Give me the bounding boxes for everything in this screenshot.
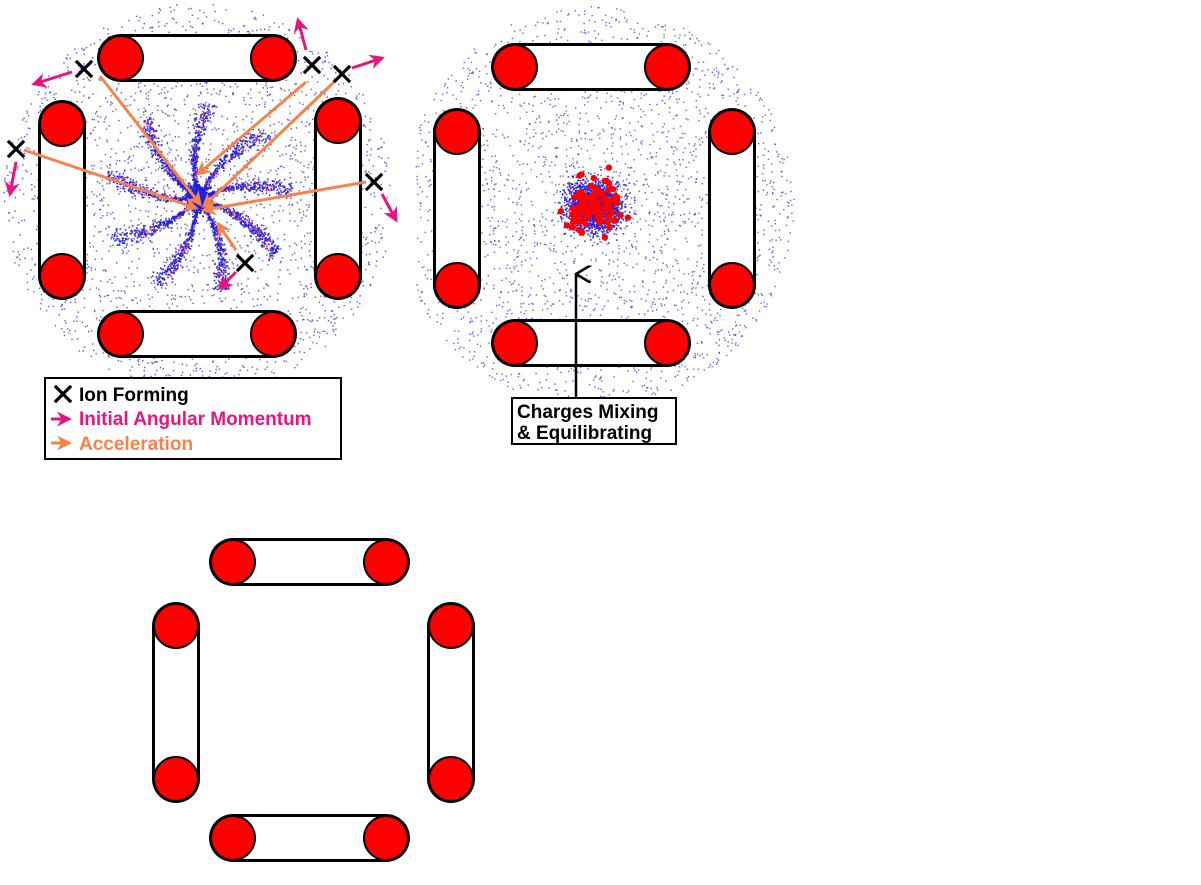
ion-dot bbox=[578, 171, 584, 177]
electrode-disc bbox=[710, 263, 754, 307]
electrode-disc bbox=[40, 254, 84, 298]
electrode-disc bbox=[710, 110, 754, 154]
ion-dot bbox=[579, 229, 585, 235]
electrode-disc bbox=[251, 312, 295, 356]
angular-momentum-arrow bbox=[10, 162, 16, 194]
ion-dot bbox=[593, 190, 599, 196]
ion-dot bbox=[601, 204, 607, 210]
electrode-left bbox=[435, 110, 479, 307]
electrode-disc bbox=[211, 816, 255, 860]
ion-dot bbox=[602, 178, 608, 184]
ion-dot bbox=[606, 164, 612, 170]
ion-dot bbox=[605, 187, 611, 193]
angular-momentum-arrow bbox=[34, 72, 72, 84]
legend-label: Acceleration bbox=[79, 434, 193, 455]
electrode-left bbox=[154, 604, 198, 801]
electrode-disc bbox=[429, 757, 473, 801]
ion-dot bbox=[585, 207, 591, 213]
electrode-disc bbox=[316, 254, 360, 298]
angular-momentum-arrow bbox=[382, 194, 396, 220]
x-mark-icon bbox=[238, 256, 252, 270]
legend-label: Initial Angular Momentum bbox=[79, 409, 312, 430]
ion-dot bbox=[606, 214, 612, 220]
ion-dot bbox=[617, 212, 623, 218]
ion-dot bbox=[602, 234, 608, 240]
ion-dot bbox=[558, 208, 564, 214]
callout-line-1: Charges Mixing bbox=[517, 402, 658, 423]
ion-dot bbox=[564, 222, 570, 228]
electrode-disc bbox=[435, 263, 479, 307]
electrode-right bbox=[710, 110, 754, 307]
ion-dot bbox=[602, 195, 608, 201]
legend-item-initial-angular-momentum: Initial Angular Momentum bbox=[51, 409, 312, 430]
ion-dot bbox=[571, 194, 577, 200]
electrode-disc bbox=[316, 99, 360, 143]
electrode-right bbox=[429, 604, 473, 801]
electrode-bottom bbox=[99, 312, 295, 356]
electrode-disc bbox=[99, 312, 143, 356]
electrode-disc bbox=[435, 110, 479, 154]
ion-dot bbox=[576, 202, 582, 208]
ion-dot bbox=[614, 200, 620, 206]
electrode-disc bbox=[99, 36, 143, 80]
electrode-left bbox=[40, 102, 84, 298]
ion-dot bbox=[625, 214, 631, 220]
electrode-top bbox=[211, 540, 408, 584]
electrode-right bbox=[316, 99, 360, 298]
ion-dot bbox=[606, 224, 612, 230]
electrode-disc bbox=[154, 757, 198, 801]
legend: Ion Forming Initial Angular Momentum Acc… bbox=[45, 378, 341, 459]
callout-line-2: & Equilibrating bbox=[517, 423, 652, 444]
ion-dot bbox=[612, 217, 618, 223]
electrode-disc bbox=[251, 36, 295, 80]
ion-dot bbox=[596, 220, 602, 226]
ion-dot bbox=[582, 220, 588, 226]
ion-dot bbox=[591, 175, 597, 181]
legend-label: Ion Forming bbox=[79, 385, 189, 406]
x-mark-icon bbox=[367, 175, 381, 189]
panel-empty-trap-electrodes bbox=[154, 540, 473, 860]
electrode-disc bbox=[493, 321, 537, 365]
electrode-disc bbox=[40, 102, 84, 146]
angular-momentum-arrow bbox=[298, 20, 306, 50]
ion-dot bbox=[594, 203, 600, 209]
electrode-bottom bbox=[211, 816, 408, 860]
electrode-top bbox=[99, 36, 295, 80]
ion-dot bbox=[586, 214, 592, 220]
x-mark-icon bbox=[305, 58, 319, 72]
electrode-disc bbox=[429, 604, 473, 648]
electrode-disc bbox=[211, 540, 255, 584]
angular-momentum-arrow bbox=[352, 58, 382, 68]
electrode-disc bbox=[493, 45, 537, 89]
electrode-disc bbox=[645, 321, 689, 365]
x-mark-icon bbox=[335, 67, 349, 81]
electrode-disc bbox=[645, 45, 689, 89]
ion-dot bbox=[583, 195, 589, 201]
electrode-bottom bbox=[493, 321, 689, 365]
electrode-disc bbox=[364, 540, 408, 584]
electrode-disc bbox=[154, 604, 198, 648]
acceleration-arrow bbox=[100, 76, 200, 204]
ion-dot bbox=[571, 216, 577, 222]
electrode-disc bbox=[364, 816, 408, 860]
electrode-top bbox=[493, 45, 689, 89]
